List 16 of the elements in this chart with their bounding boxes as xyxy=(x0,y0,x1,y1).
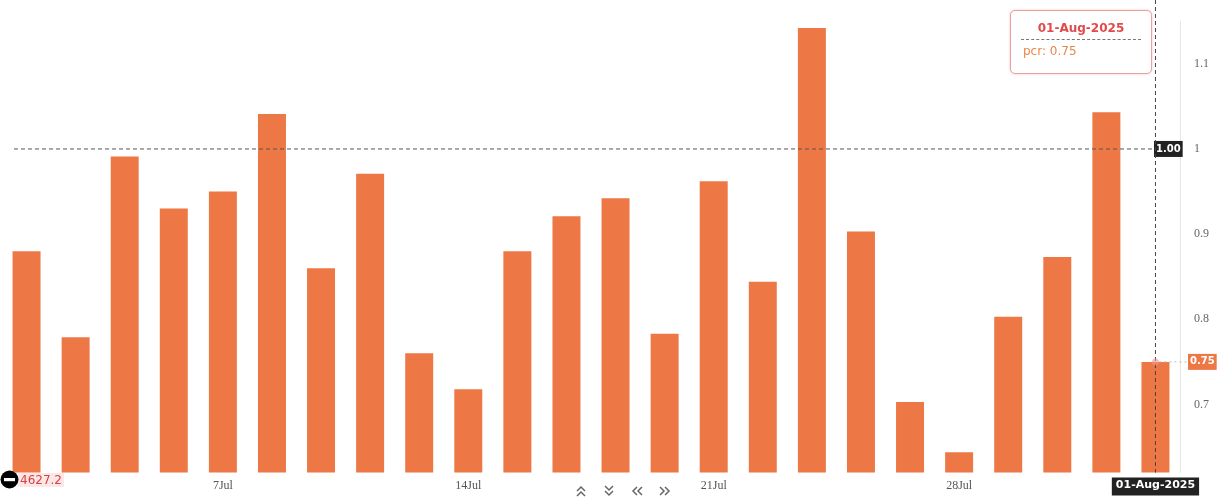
y-tick-label: 1.1 xyxy=(1194,55,1209,70)
x-tick-label: 7Jul xyxy=(212,477,234,492)
x-tick-label: 14Jul xyxy=(455,477,482,492)
annotation: 0.75 xyxy=(1190,355,1215,367)
annotation: pcr: 0.75 xyxy=(1023,44,1078,58)
x-tick-label: 21Jul xyxy=(700,477,728,492)
y-tick-label: 0.8 xyxy=(1194,311,1209,326)
y-tick-label: 0.7 xyxy=(1194,396,1209,411)
tooltip-card: 01-Aug-2025 pcr: 0.75 xyxy=(1010,10,1152,74)
annotation: 4627.2 xyxy=(18,473,64,487)
x-tick-label: 28Jul xyxy=(946,477,973,492)
annotation: 01-Aug-2025 xyxy=(1021,21,1141,40)
y-tick-label: 1 xyxy=(1194,141,1200,156)
ref-line-label: 1.00 xyxy=(1156,142,1181,154)
y-tick-label: 0.9 xyxy=(1194,226,1209,241)
x-tick-label: 01-Aug-2025 xyxy=(1115,478,1196,492)
